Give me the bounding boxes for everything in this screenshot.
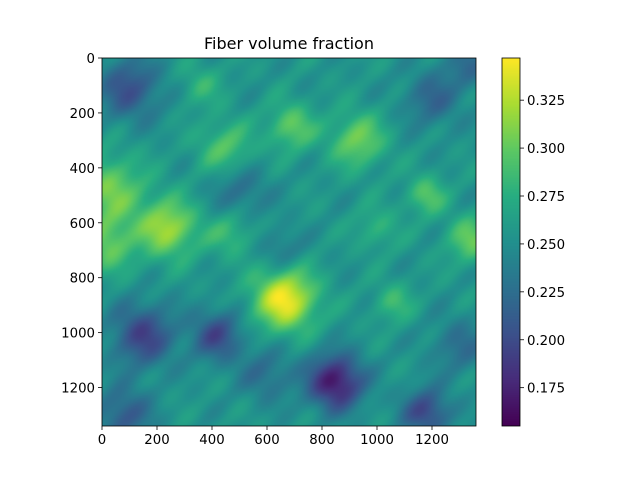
x-tick-label: 800 (309, 433, 334, 448)
colorbar-tick-label: 0.250 (527, 238, 565, 253)
x-tick-label: 600 (254, 433, 279, 448)
x-tick-label: 400 (199, 433, 224, 448)
y-tick-label: 600 (70, 217, 95, 232)
colorbar-frame (501, 57, 521, 427)
plot-frame (101, 57, 477, 427)
y-axis: 0 200 400 600 800 1000 1200 (61, 52, 102, 397)
heatmap-field (102, 58, 476, 426)
x-tick-label: 0 (98, 433, 106, 448)
colorbar: 0.175 0.200 0.225 0.250 0.275 0.300 0.325 (501, 57, 565, 427)
x-tick-label: 1200 (415, 433, 449, 448)
x-axis: 0 200 400 600 800 1000 1200 (98, 426, 449, 448)
colorbar-gradient (502, 58, 520, 426)
colorbar-tick-label: 0.275 (527, 190, 565, 205)
y-tick-label: 400 (70, 162, 95, 177)
colorbar-ticks: 0.175 0.200 0.225 0.250 0.275 0.300 0.325 (520, 94, 565, 397)
y-tick-label: 800 (70, 272, 95, 287)
colorbar-tick-label: 0.200 (527, 334, 565, 349)
colorbar-tick-label: 0.300 (527, 142, 565, 157)
heatmap-canvas (102, 58, 476, 426)
x-tick-label: 200 (144, 433, 169, 448)
y-tick-label: 200 (70, 107, 95, 122)
chart-title: Fiber volume fraction (204, 34, 374, 53)
x-tick-label: 1000 (360, 433, 394, 448)
plot-area (101, 57, 477, 427)
y-tick-label: 1000 (61, 327, 95, 342)
colorbar-tick-label: 0.325 (527, 94, 565, 109)
colorbar-canvas (502, 58, 520, 426)
colorbar-tick-label: 0.175 (527, 382, 565, 397)
y-tick-label: 1200 (61, 382, 95, 397)
colorbar-tick-label: 0.225 (527, 286, 565, 301)
y-tick-label: 0 (87, 52, 95, 67)
